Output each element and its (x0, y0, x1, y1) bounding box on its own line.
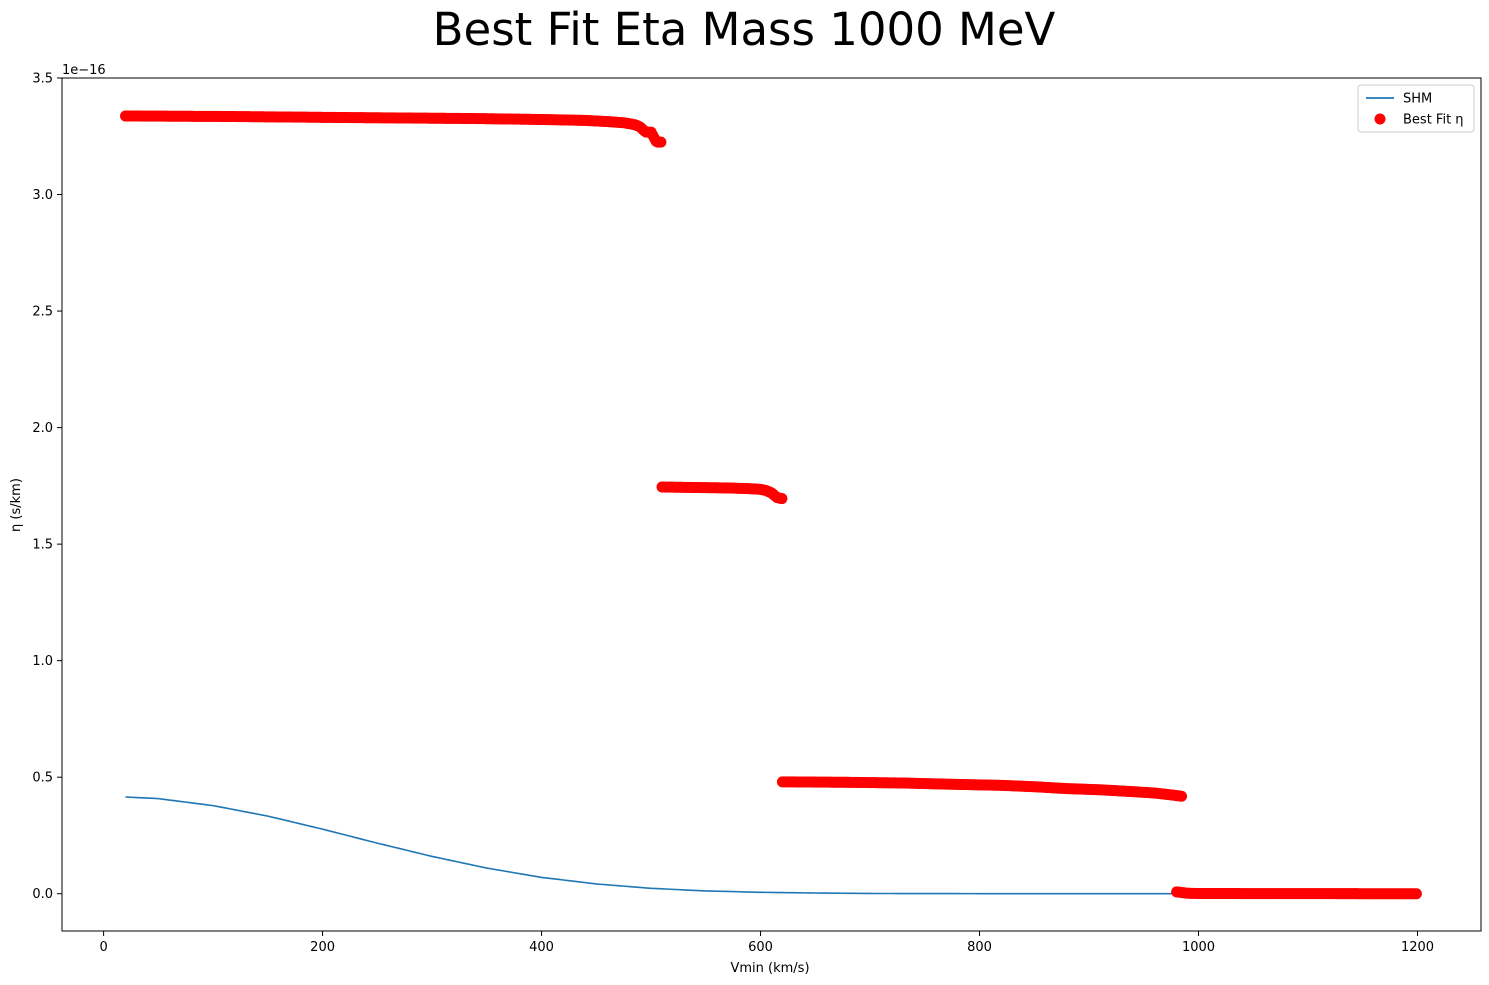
scatter-point-best-fit (1176, 790, 1188, 802)
x-axis: 0 200 400 600 800 1000 1200 (99, 931, 1434, 955)
axes-frame (61, 77, 1482, 932)
y-tick-label: 1.0 (32, 654, 53, 669)
x-tick-label: 800 (967, 940, 992, 955)
series-line-shm (125, 796, 1418, 895)
legend-label: Best Fit η (1403, 113, 1464, 128)
x-tick-label: 1000 (1182, 940, 1215, 955)
scatter-point-best-fit (655, 136, 667, 148)
scatter-point-best-fit (1410, 888, 1422, 900)
x-axis-label: Vmin (km/s) (730, 961, 809, 976)
x-tick-label: 600 (748, 940, 773, 955)
scatter-point-best-fit (776, 493, 788, 505)
y-axis: 0.0 0.5 1.0 1.5 2.0 2.5 3.0 3.5 (32, 72, 62, 902)
legend-label: SHM (1403, 92, 1432, 107)
y-axis-label: η (s/km) (9, 478, 24, 532)
y-axis-offset-text: 1e−16 (62, 63, 106, 78)
axes-border (61, 77, 1482, 932)
x-tick-label: 200 (310, 940, 335, 955)
x-tick-label: 1200 (1401, 940, 1434, 955)
legend-marker-swatch (1374, 113, 1386, 125)
plot-area (120, 110, 1422, 900)
x-tick-label: 0 (99, 940, 107, 955)
legend: SHM Best Fit η (1357, 84, 1475, 133)
y-tick-label: 3.0 (32, 188, 53, 203)
y-tick-label: 2.5 (32, 305, 53, 320)
y-tick-label: 3.5 (32, 72, 53, 87)
legend-box (1357, 84, 1475, 133)
y-tick-label: 0.0 (32, 887, 53, 902)
y-tick-label: 1.5 (32, 538, 53, 553)
y-tick-label: 0.5 (32, 771, 53, 786)
y-tick-label: 2.0 (32, 421, 53, 436)
x-tick-label: 400 (529, 940, 554, 955)
chart-title: Best Fit Eta Mass 1000 MeV (433, 3, 1056, 56)
